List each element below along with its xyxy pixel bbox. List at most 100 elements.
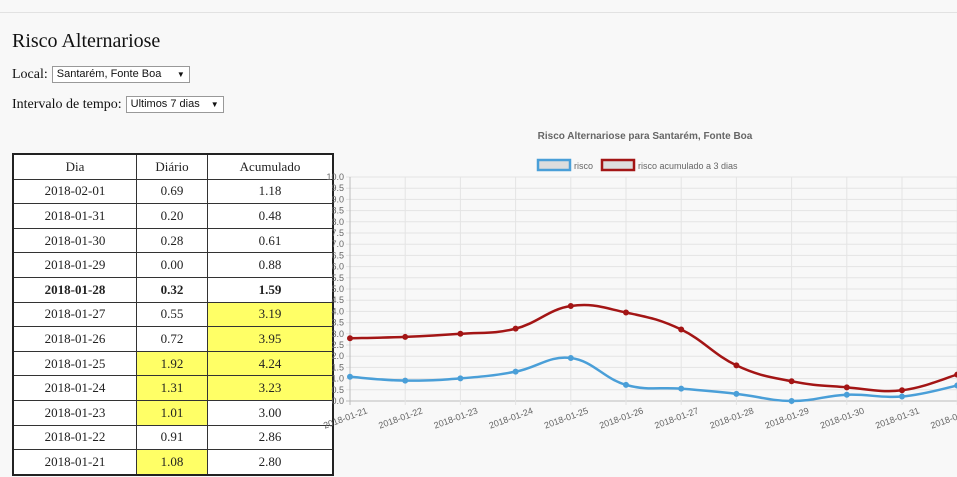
point: [512, 368, 519, 375]
point: [899, 387, 905, 394]
x-tick-label: 2018-01-24: [488, 405, 535, 430]
table-cell: 3.23: [207, 375, 334, 401]
y-tick-label: 7.0: [331, 239, 344, 249]
y-tick-label: 9.5: [331, 183, 344, 193]
x-tick-label: 2018-02-01: [929, 405, 957, 430]
point: [733, 362, 740, 369]
series-line: [349, 356, 957, 403]
point: [843, 391, 850, 398]
point: [402, 377, 409, 384]
table-cell: 2018-01-31: [12, 203, 137, 229]
table-cell: 1.01: [136, 399, 208, 426]
y-tick-label: 4.0: [331, 306, 344, 316]
point: [733, 390, 740, 397]
table-cell: 1.31: [136, 375, 208, 401]
interval-select[interactable]: Ultimos 7 dias ▼: [125, 96, 224, 113]
y-tick-label: 0.0: [331, 396, 344, 406]
y-tick-label: 9.0: [331, 194, 344, 204]
point: [623, 381, 629, 388]
table-cell: 1.92: [136, 350, 208, 377]
table-row: 2018-01-22 0.91 2.86: [12, 424, 334, 451]
table-cell: 0.91: [136, 424, 208, 451]
y-tick-label: 3.5: [331, 318, 344, 328]
risk-table: Dia Diário Acumulado 2018-02-01 0.69 1.18 201…: [12, 153, 334, 476]
point: [678, 326, 685, 333]
interval-label: Intervalo de tempo:: [12, 96, 122, 112]
table-cell: 3.00: [207, 399, 334, 426]
table-cell: 2018-01-22: [12, 424, 137, 451]
column-header: Acumulado: [207, 153, 334, 180]
x-tick-label: 2018-01-21: [322, 405, 369, 430]
table-cell: 2018-01-24: [12, 375, 137, 401]
local-label: Local:: [12, 66, 48, 82]
y-tick-label: 5.5: [331, 273, 344, 283]
point: [567, 303, 574, 310]
legend-swatch: [600, 158, 636, 172]
point: [457, 330, 464, 337]
table-cell: 2018-01-27: [12, 301, 137, 328]
table-cell: 0.28: [136, 227, 208, 254]
table-cell: 0.72: [136, 326, 208, 352]
table-cell: 2018-02-01: [12, 178, 137, 205]
point: [788, 398, 795, 404]
table-cell: 4.24: [207, 350, 334, 377]
x-tick-label: 2018-01-29: [764, 405, 811, 430]
x-tick-label: 2018-01-31: [874, 405, 921, 430]
point: [347, 335, 353, 342]
divider: [0, 12, 957, 13]
table-cell: 0.69: [136, 178, 208, 205]
local-select[interactable]: Santarém, Fonte Boa ▼: [51, 66, 190, 83]
x-tick-label: 2018-01-23: [432, 405, 479, 430]
point: [347, 373, 353, 380]
y-tick-label: 6.5: [331, 250, 344, 260]
table-cell: 2.80: [207, 449, 334, 476]
y-tick-label: 5.0: [331, 284, 344, 294]
y-tick-label: 8.5: [331, 206, 344, 216]
table-cell: 2018-01-25: [12, 350, 137, 377]
table-cell: 2018-01-23: [12, 399, 137, 426]
x-tick-label: 2018-01-27: [653, 405, 700, 430]
y-tick-label: 2.5: [331, 340, 344, 350]
point: [402, 333, 409, 340]
interval-control: Intervalo de tempo: Ultimos 7 dias ▼: [12, 96, 224, 113]
point: [899, 393, 905, 400]
y-tick-label: 0.5: [331, 385, 344, 395]
table-cell: 0.00: [136, 252, 208, 278]
y-tick-label: 2.0: [331, 351, 344, 361]
column-header: Diário: [136, 153, 208, 180]
table-cell: 0.48: [207, 203, 334, 229]
y-tick-label: 8.0: [331, 217, 344, 227]
point: [678, 385, 685, 392]
x-tick-label: 2018-01-25: [543, 405, 590, 430]
point: [457, 375, 464, 382]
y-tick-label: 7.5: [331, 228, 344, 238]
table-cell: 0.32: [136, 276, 208, 303]
table-row: 2018-01-25 1.92 4.24: [12, 350, 334, 377]
table-cell: 2018-01-29: [12, 252, 137, 278]
point: [843, 384, 850, 391]
table-row: 2018-01-23 1.01 3.00: [12, 399, 334, 426]
table-row: 2018-01-21 1.08 2.80: [12, 449, 334, 476]
point: [788, 378, 795, 385]
point: [954, 382, 957, 389]
table-row: 2018-01-31 0.20 0.48: [12, 203, 334, 229]
legend-label: risco: [574, 161, 593, 171]
y-tick-label: 4.5: [331, 295, 344, 305]
legend-label: risco acumulado a 3 dias: [638, 161, 738, 171]
point: [567, 354, 574, 361]
x-tick-label: 2018-01-28: [708, 405, 755, 430]
column-header: Dia: [12, 153, 137, 180]
point: [623, 309, 629, 316]
y-tick-label: 1.0: [331, 374, 344, 384]
x-tick-label: 2018-01-26: [598, 405, 645, 430]
x-tick-label: 2018-01-22: [377, 405, 424, 430]
page-title: Risco Alternariose: [12, 30, 161, 52]
local-control: Local: Santarém, Fonte Boa ▼: [12, 66, 190, 83]
local-value: Santarém, Fonte Boa: [56, 68, 162, 80]
interval-value: Ultimos 7 dias: [130, 98, 200, 110]
point: [954, 371, 957, 378]
table-cell: 2.86: [207, 424, 334, 451]
y-tick-label: 10.0: [326, 172, 344, 182]
y-tick-label: 6.0: [331, 262, 344, 272]
